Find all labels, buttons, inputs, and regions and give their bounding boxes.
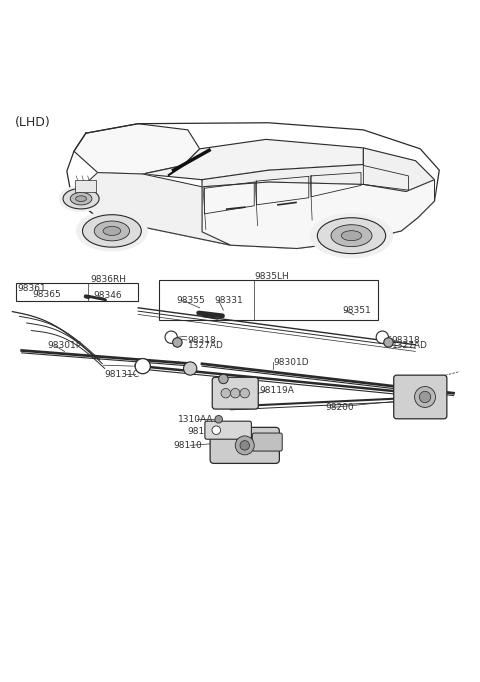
Text: 9836RH: 9836RH	[91, 275, 127, 284]
Bar	[75, 179, 96, 192]
Circle shape	[173, 338, 182, 347]
Text: 98110: 98110	[174, 441, 203, 450]
Circle shape	[165, 331, 178, 343]
Text: 98355: 98355	[176, 296, 204, 305]
Ellipse shape	[331, 224, 372, 247]
Text: 98346: 98346	[93, 291, 121, 301]
Ellipse shape	[341, 231, 362, 241]
Circle shape	[230, 389, 240, 398]
Text: 98351: 98351	[342, 306, 371, 314]
Text: 98131C: 98131C	[105, 370, 140, 379]
Circle shape	[135, 359, 150, 374]
Text: 98365: 98365	[33, 291, 61, 299]
Circle shape	[235, 436, 254, 455]
Circle shape	[384, 338, 393, 347]
Text: 98331: 98331	[214, 296, 243, 305]
Ellipse shape	[83, 215, 141, 247]
Text: 98301D: 98301D	[273, 358, 309, 367]
Ellipse shape	[311, 213, 393, 258]
FancyBboxPatch shape	[212, 377, 258, 409]
Text: 98160C: 98160C	[188, 427, 223, 436]
FancyBboxPatch shape	[210, 428, 279, 463]
Circle shape	[221, 389, 230, 398]
Text: 98361: 98361	[17, 284, 46, 293]
Circle shape	[215, 415, 222, 423]
Polygon shape	[74, 123, 200, 174]
Circle shape	[183, 362, 197, 375]
Text: 1310AA: 1310AA	[179, 415, 214, 424]
Text: 1327AD: 1327AD	[188, 341, 224, 351]
Text: 98200: 98200	[325, 403, 354, 412]
Ellipse shape	[94, 221, 130, 241]
Bar	[16, 283, 138, 301]
FancyBboxPatch shape	[205, 421, 252, 439]
Circle shape	[415, 387, 435, 407]
Circle shape	[240, 441, 250, 450]
Text: 9835LH: 9835LH	[254, 271, 289, 280]
Ellipse shape	[60, 186, 103, 211]
Ellipse shape	[70, 192, 92, 205]
FancyBboxPatch shape	[252, 433, 282, 451]
Ellipse shape	[317, 218, 385, 254]
Circle shape	[420, 391, 431, 402]
Circle shape	[376, 331, 388, 343]
Bar	[159, 280, 378, 320]
Ellipse shape	[76, 196, 86, 201]
Circle shape	[212, 426, 220, 434]
Text: 98301P: 98301P	[48, 341, 82, 351]
Circle shape	[240, 389, 250, 398]
Polygon shape	[202, 148, 434, 192]
Circle shape	[219, 374, 228, 384]
Text: (LHD): (LHD)	[14, 116, 50, 129]
Polygon shape	[143, 139, 363, 179]
Ellipse shape	[63, 188, 99, 209]
Ellipse shape	[103, 226, 121, 235]
Text: 1327AD: 1327AD	[392, 341, 428, 351]
Polygon shape	[202, 179, 434, 248]
Polygon shape	[72, 173, 230, 245]
Text: 98318: 98318	[188, 336, 216, 344]
Ellipse shape	[77, 211, 147, 251]
FancyBboxPatch shape	[394, 375, 447, 419]
Text: 98119A: 98119A	[259, 386, 294, 396]
Text: 98318: 98318	[392, 336, 420, 344]
